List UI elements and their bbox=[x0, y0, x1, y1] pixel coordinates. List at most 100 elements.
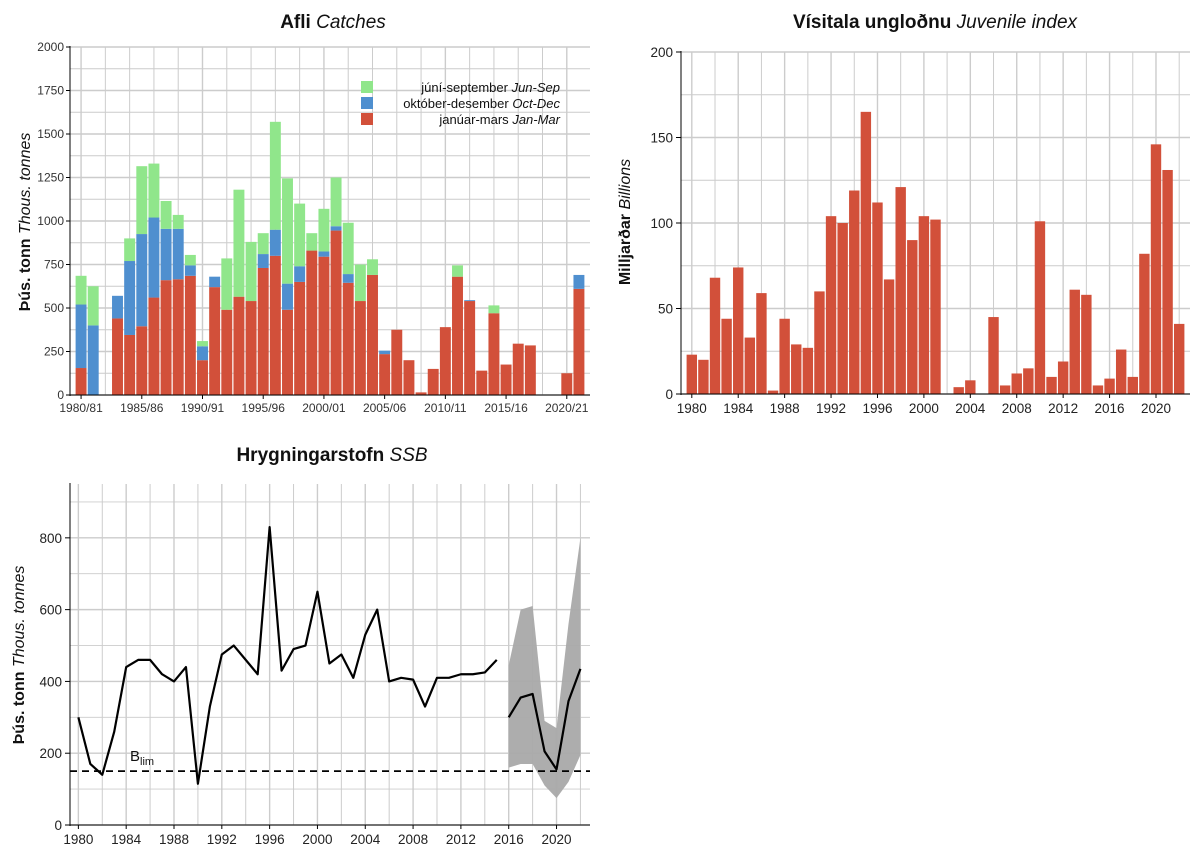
bar-oct-dec bbox=[257, 254, 269, 268]
x-tick-label: 2005/06 bbox=[363, 401, 407, 415]
y-tick-label: 1500 bbox=[37, 127, 64, 141]
bar-juvenile bbox=[721, 318, 732, 394]
y-tick-label: 2000 bbox=[37, 40, 64, 54]
bar-jan-mar bbox=[488, 313, 500, 395]
bar-jun-sep bbox=[148, 163, 160, 218]
bar-jan-mar bbox=[306, 250, 318, 395]
ssb-uncertainty-band bbox=[508, 537, 581, 799]
bar-juvenile bbox=[837, 223, 848, 394]
legend-label-jan-mar: janúar-mars Jan-Mar bbox=[438, 112, 560, 127]
bar-oct-dec bbox=[172, 228, 184, 280]
bar-oct-dec bbox=[294, 266, 306, 282]
ssb-plot bbox=[70, 525, 590, 799]
bar-juvenile bbox=[965, 380, 976, 394]
bar-juvenile bbox=[1115, 349, 1127, 394]
bar-juvenile bbox=[802, 347, 814, 394]
bar-oct-dec bbox=[573, 274, 585, 289]
catches-y-axis-label: Þús. tonn Thous. tonnes bbox=[17, 133, 34, 312]
bar-juvenile bbox=[1069, 289, 1080, 394]
x-tick-label: 2020 bbox=[1141, 401, 1171, 416]
x-tick-label: 1985/86 bbox=[120, 401, 164, 415]
x-tick-label: 2004 bbox=[955, 401, 986, 416]
x-tick-label: 2008 bbox=[1002, 401, 1032, 416]
bar-juvenile bbox=[1034, 221, 1046, 394]
bar-juvenile bbox=[1173, 323, 1185, 394]
bar-jan-mar bbox=[294, 281, 306, 395]
y-tick-label: 50 bbox=[658, 302, 673, 317]
juvenile-index-title: Vísitala ungloðnu Juvenile index bbox=[793, 12, 1079, 33]
catches-axes: 0 250 500 750 1000 1250 1500 1750 2000 1980/81 198… bbox=[37, 40, 590, 415]
bar-jan-mar bbox=[476, 370, 488, 395]
bar-jan-mar bbox=[184, 275, 196, 395]
legend-key-jun-sep bbox=[361, 81, 373, 93]
bar-jun-sep bbox=[245, 241, 257, 302]
x-tick-label: 1992 bbox=[816, 401, 846, 416]
bar-jan-mar bbox=[512, 343, 524, 395]
bar-juvenile bbox=[1150, 144, 1162, 394]
bar-jun-sep bbox=[124, 238, 136, 262]
ssb-title: Hrygningarstofn SSB bbox=[236, 445, 427, 466]
bar-juvenile bbox=[791, 344, 802, 394]
x-tick-label: 2020/21 bbox=[545, 401, 589, 415]
bar-juvenile bbox=[930, 219, 941, 394]
bar-juvenile bbox=[744, 337, 756, 394]
ssb-line-historic bbox=[77, 525, 498, 785]
bar-jun-sep bbox=[330, 177, 342, 227]
bar-jan-mar bbox=[439, 327, 451, 395]
x-tick-label: 2008 bbox=[398, 832, 428, 847]
bar-juvenile bbox=[860, 111, 872, 394]
bar-jan-mar bbox=[342, 282, 354, 395]
x-tick-label: 1996 bbox=[862, 401, 892, 416]
y-tick-label: 200 bbox=[650, 45, 673, 60]
bar-juvenile bbox=[1092, 385, 1104, 394]
bar-juvenile bbox=[1046, 376, 1057, 394]
y-tick-label: 0 bbox=[54, 818, 62, 833]
bar-jun-sep bbox=[184, 254, 196, 266]
x-tick-label: 1984 bbox=[723, 401, 754, 416]
bar-juvenile bbox=[999, 385, 1011, 394]
bar-juvenile bbox=[1011, 373, 1022, 394]
bar-jan-mar bbox=[282, 309, 293, 395]
bar-juvenile bbox=[918, 216, 930, 394]
x-tick-label: 1995/96 bbox=[242, 401, 286, 415]
x-tick-label: 2000 bbox=[302, 832, 332, 847]
bar-jun-sep bbox=[367, 259, 378, 275]
bar-juvenile bbox=[872, 202, 883, 394]
y-tick-label: 400 bbox=[39, 674, 62, 689]
bar-jan-mar bbox=[136, 326, 148, 395]
x-tick-label: 1988 bbox=[159, 832, 189, 847]
bar-oct-dec bbox=[136, 234, 148, 327]
bar-jan-mar bbox=[330, 230, 342, 395]
bar-jan-mar bbox=[452, 276, 463, 395]
y-tick-label: 100 bbox=[650, 216, 673, 231]
bar-juvenile bbox=[698, 359, 709, 394]
juvenile-index-axes: 0 50 100 150 200 1980 1984 1988 1992 1996 2000 2004… bbox=[650, 45, 1190, 416]
bar-jun-sep bbox=[160, 200, 172, 229]
bar-jun-sep bbox=[221, 258, 233, 310]
bar-jan-mar bbox=[172, 279, 184, 395]
bar-jun-sep bbox=[282, 178, 293, 284]
bar-jan-mar bbox=[391, 329, 403, 395]
bar-jun-sep bbox=[452, 265, 463, 277]
y-tick-label: 1250 bbox=[37, 171, 64, 185]
bar-jun-sep bbox=[342, 222, 354, 275]
bar-jan-mar bbox=[233, 296, 245, 395]
y-tick-label: 250 bbox=[44, 345, 64, 359]
y-tick-label: 500 bbox=[44, 301, 64, 315]
bar-jun-sep bbox=[488, 305, 500, 314]
bar-jun-sep bbox=[269, 121, 281, 230]
x-tick-label: 2000 bbox=[909, 401, 939, 416]
bar-juvenile bbox=[686, 354, 698, 394]
y-tick-label: 600 bbox=[39, 603, 62, 618]
bar-jan-mar bbox=[257, 267, 269, 395]
x-tick-label: 2016 bbox=[1095, 401, 1125, 416]
y-tick-label: 1750 bbox=[37, 84, 64, 98]
x-tick-label: 1980 bbox=[677, 401, 707, 416]
bar-oct-dec bbox=[342, 274, 354, 283]
bar-juvenile bbox=[756, 293, 767, 394]
bar-jan-mar bbox=[112, 318, 123, 395]
ssb-line-recent bbox=[507, 668, 582, 771]
y-tick-label: 0 bbox=[665, 387, 673, 402]
bar-oct-dec bbox=[112, 295, 123, 319]
legend-label-jun-sep: júní-september Jun-Sep bbox=[420, 80, 560, 95]
